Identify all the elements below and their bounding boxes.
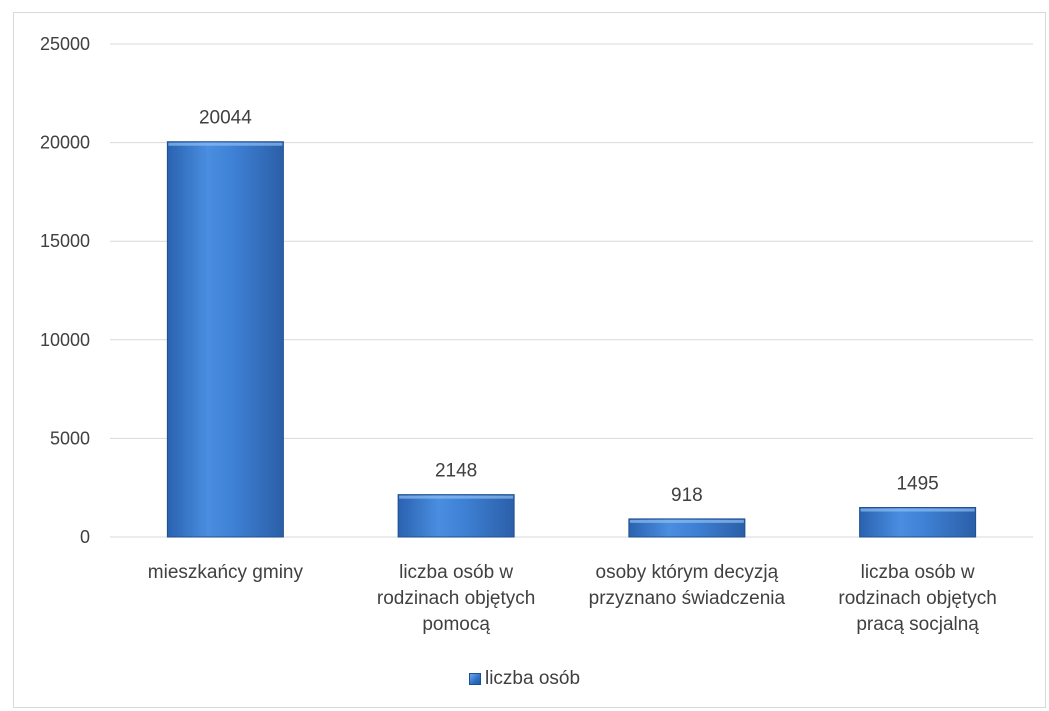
y-tick-label: 15000 — [40, 231, 90, 251]
bar — [859, 507, 977, 538]
legend-label: liczba osób — [484, 668, 581, 689]
bar-body — [628, 518, 746, 538]
category-label: osoby którym decyzją przyznano świadczeni… — [589, 562, 786, 609]
category-label-line: pracą socjalną — [856, 614, 979, 635]
category-label-line: liczba osób w — [399, 562, 513, 583]
bar-body — [166, 141, 284, 538]
category-label-line: osoby którym decyzją — [596, 562, 779, 583]
bar — [628, 518, 746, 538]
category-label-line: mieszkańcy gminy — [148, 562, 304, 583]
category-label: liczba osób w rodzinach objętych pracą soc… — [838, 562, 996, 635]
bar-top-highlight — [860, 508, 975, 512]
bar-top-highlight — [629, 519, 744, 523]
bar — [397, 494, 515, 538]
legend-swatch — [468, 673, 481, 685]
category-label-line: przyznano świadczenia — [589, 588, 786, 609]
category-label-line: rodzinach objętych — [838, 588, 996, 609]
data-label: 918 — [671, 485, 703, 506]
y-tick-label: 0 — [80, 527, 90, 547]
y-tick-label: 20000 — [40, 133, 90, 153]
data-label: 1495 — [896, 474, 938, 495]
bar — [166, 141, 284, 538]
y-tick-label: 10000 — [40, 330, 90, 350]
category-label-line: liczba osób w — [861, 562, 975, 583]
data-label: 20044 — [199, 108, 252, 129]
category-label-line: rodzinach objętych — [377, 588, 535, 609]
y-tick-label: 25000 — [40, 34, 90, 54]
y-tick-label: 5000 — [50, 428, 90, 448]
category-label: liczba osób w rodzinach objętych pomocą — [377, 562, 535, 635]
bar-top-highlight — [168, 142, 283, 146]
data-label: 2148 — [435, 461, 477, 482]
bar-top-highlight — [399, 495, 514, 499]
category-label-line: pomocą — [422, 614, 490, 635]
data-labels: 20044 2148 918 1495 — [199, 108, 939, 506]
category-label: mieszkańcy gminy — [148, 562, 304, 583]
bar-body — [859, 507, 977, 538]
legend: liczba osób — [0, 668, 1049, 690]
bar-body — [397, 494, 515, 538]
y-axis-tick-labels: 0 5000 10000 15000 20000 25000 — [40, 34, 90, 547]
bars — [166, 141, 977, 538]
category-labels: mieszkańcy gminy liczba osób w rodzinach o… — [148, 562, 997, 635]
